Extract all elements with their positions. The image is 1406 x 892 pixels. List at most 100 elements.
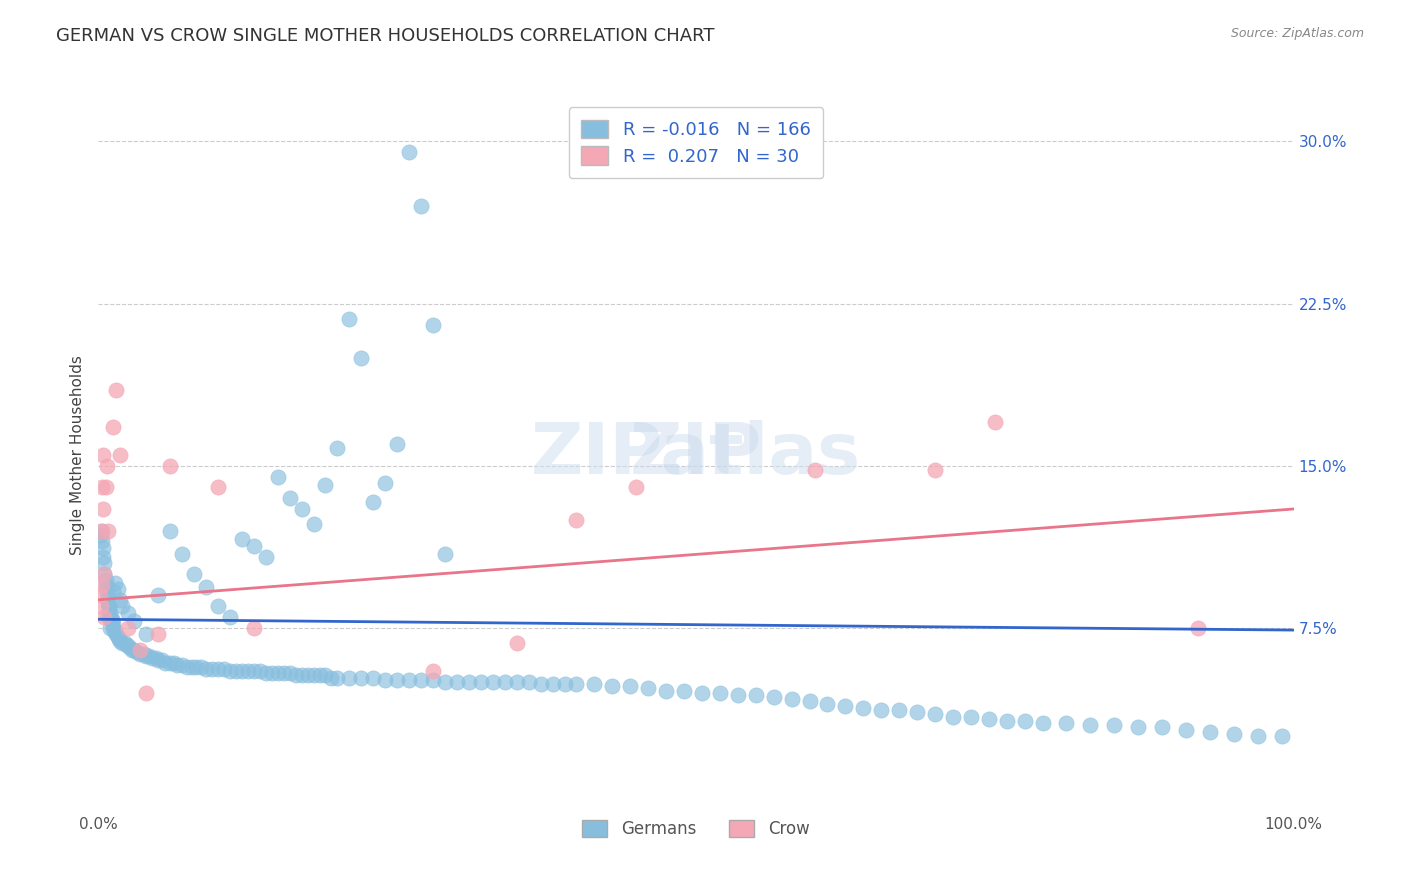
Point: [1187, 621, 1209, 635]
Point: [115, 638, 138, 652]
Point: [107, 630, 129, 644]
Point: [799, 694, 821, 708]
Point: [195, 662, 218, 676]
Point: [219, 664, 242, 678]
Point: [655, 683, 678, 698]
Point: [977, 712, 1000, 726]
Point: [339, 311, 361, 326]
Point: [350, 351, 373, 365]
Point: [583, 677, 606, 691]
Point: [302, 517, 325, 532]
Point: [96, 589, 118, 603]
Point: [108, 592, 131, 607]
Point: [834, 698, 856, 713]
Point: [91, 549, 114, 564]
Point: [434, 548, 457, 562]
Point: [745, 688, 768, 702]
Point: [101, 419, 124, 434]
Legend: Germans, Crow: Germans, Crow: [574, 812, 818, 847]
Point: [273, 666, 295, 681]
Point: [159, 656, 181, 670]
Point: [385, 437, 409, 451]
Point: [111, 599, 134, 614]
Point: [91, 541, 114, 555]
Point: [138, 648, 160, 663]
Point: [172, 548, 194, 562]
Point: [243, 539, 266, 553]
Point: [363, 671, 385, 685]
Point: [458, 675, 481, 690]
Point: [98, 599, 121, 614]
Point: [889, 703, 911, 717]
Point: [565, 513, 588, 527]
Point: [302, 668, 325, 682]
Point: [411, 199, 433, 213]
Point: [1247, 729, 1270, 743]
Point: [148, 627, 170, 641]
Point: [93, 566, 115, 581]
Point: [91, 534, 114, 549]
Point: [315, 668, 337, 682]
Point: [98, 621, 122, 635]
Point: [91, 524, 114, 538]
Point: [135, 686, 157, 700]
Point: [398, 145, 420, 160]
Point: [108, 448, 131, 462]
Point: [481, 675, 505, 690]
Point: [1128, 720, 1150, 734]
Point: [254, 549, 277, 564]
Point: [619, 679, 641, 693]
Point: [494, 675, 516, 690]
Point: [107, 582, 129, 596]
Text: Source: ZipAtlas.com: Source: ZipAtlas.com: [1230, 27, 1364, 40]
Point: [446, 675, 468, 690]
Point: [94, 574, 117, 588]
Point: [315, 478, 337, 492]
Point: [398, 673, 420, 687]
Point: [135, 627, 157, 641]
Point: [98, 610, 122, 624]
Point: [1014, 714, 1036, 728]
Point: [101, 621, 124, 635]
Point: [219, 610, 242, 624]
Point: [291, 502, 314, 516]
Point: [180, 660, 202, 674]
Point: [98, 606, 122, 620]
Point: [100, 615, 122, 629]
Point: [924, 707, 946, 722]
Point: [207, 662, 229, 676]
Point: [101, 584, 124, 599]
Point: [960, 709, 983, 723]
Text: ZIPatlas: ZIPatlas: [531, 420, 860, 490]
Point: [159, 458, 181, 473]
Point: [780, 692, 803, 706]
Point: [924, 463, 946, 477]
Point: [117, 621, 139, 635]
Point: [90, 524, 112, 538]
Point: [183, 566, 205, 581]
Point: [107, 632, 129, 646]
Point: [166, 657, 188, 672]
Point: [201, 662, 224, 676]
Point: [1104, 718, 1126, 732]
Point: [91, 448, 114, 462]
Point: [97, 524, 120, 538]
Point: [804, 463, 827, 477]
Point: [517, 675, 540, 690]
Point: [690, 686, 713, 700]
Point: [278, 666, 301, 681]
Point: [374, 673, 396, 687]
Point: [254, 666, 277, 681]
Point: [94, 577, 117, 591]
Point: [176, 660, 198, 674]
Point: [225, 664, 247, 678]
Point: [207, 599, 229, 614]
Point: [124, 615, 146, 629]
Y-axis label: Single Mother Households: Single Mother Households: [69, 355, 84, 555]
Point: [195, 580, 218, 594]
Point: [117, 606, 139, 620]
Point: [995, 714, 1018, 728]
Point: [905, 705, 928, 719]
Point: [212, 662, 235, 676]
Point: [104, 625, 127, 640]
